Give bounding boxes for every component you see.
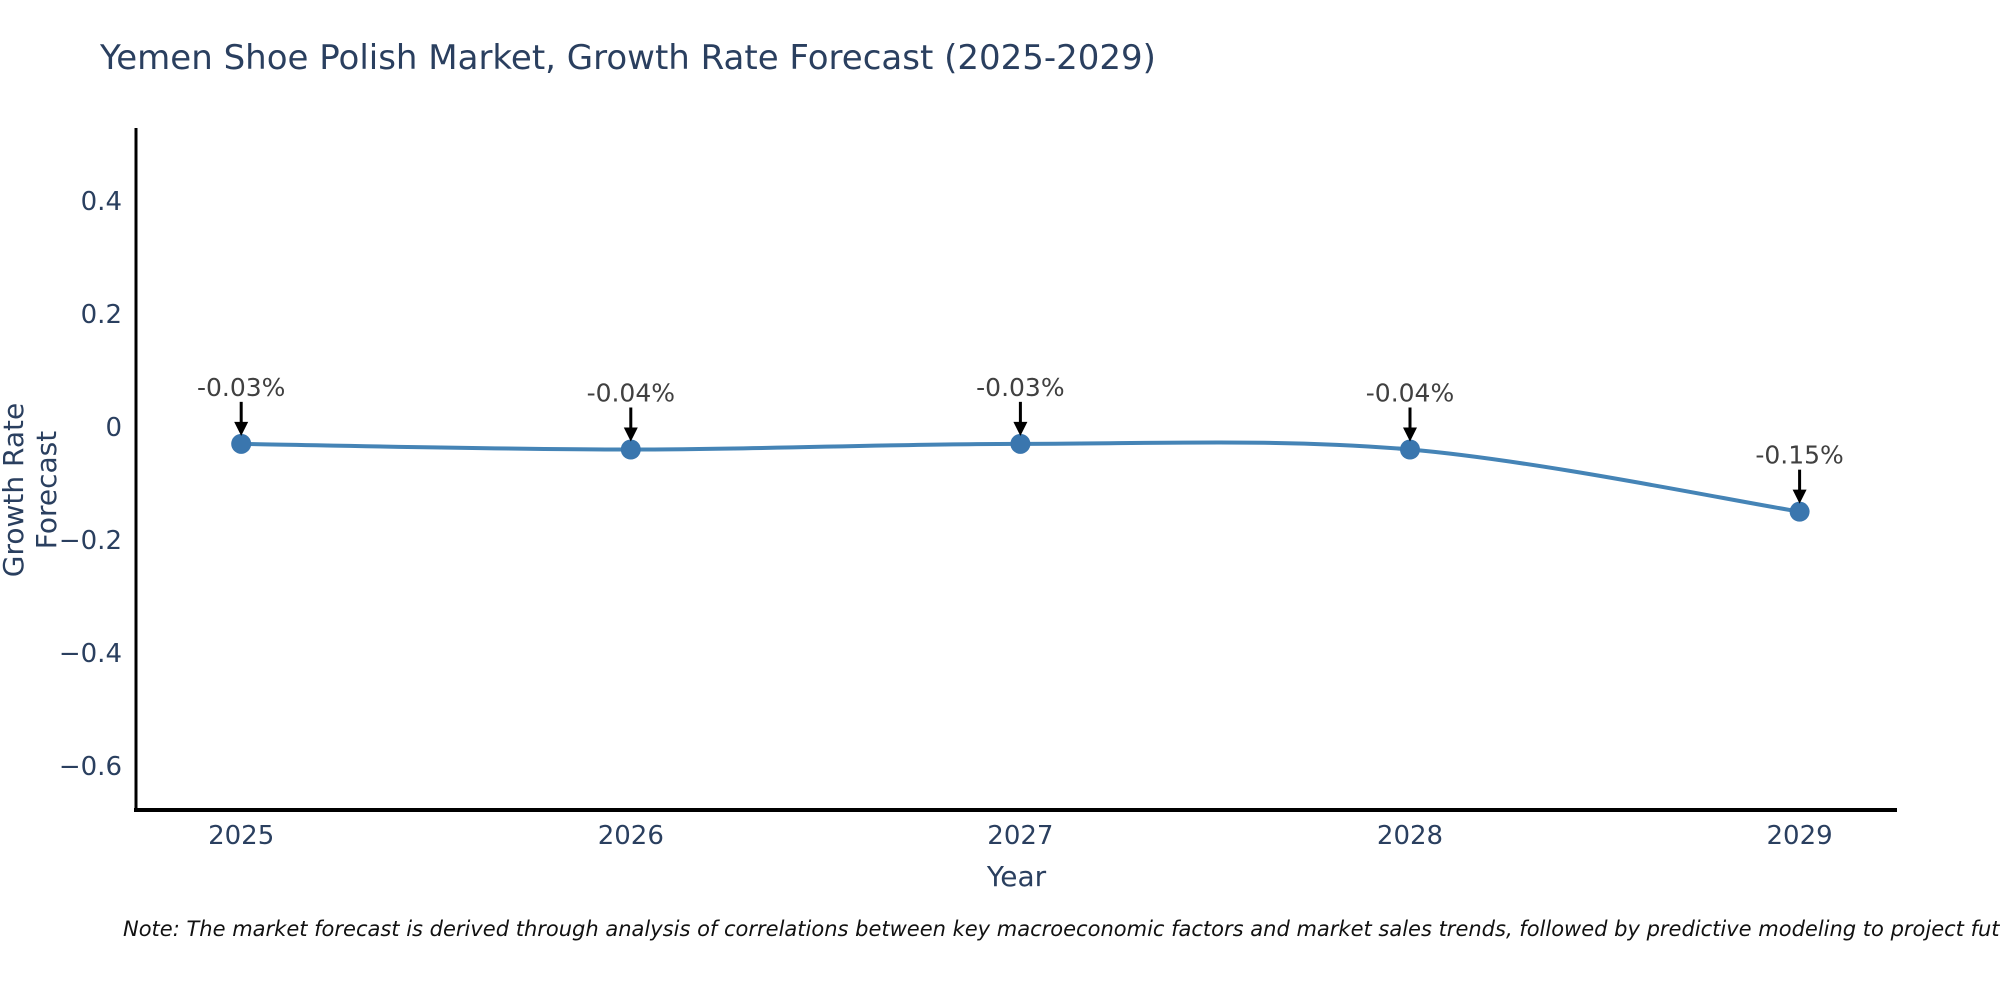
- data-point-label: -0.03%: [197, 373, 285, 402]
- x-tick-label: 2028: [1377, 821, 1443, 851]
- chart-footnote: Note: The market forecast is derived thr…: [123, 917, 2000, 941]
- y-tick-label: −0.6: [59, 752, 122, 782]
- data-point-marker: [1010, 433, 1031, 454]
- annotation-arrowhead-icon: [1013, 421, 1028, 436]
- data-point-marker: [620, 439, 641, 460]
- data-point-marker: [1399, 439, 1420, 460]
- data-point-label: -0.04%: [1366, 379, 1454, 408]
- x-axis-title: Year: [986, 860, 1047, 893]
- data-point-label: -0.03%: [976, 373, 1064, 402]
- x-tick-label: 2025: [208, 821, 274, 851]
- y-tick-label: 0: [105, 413, 122, 443]
- y-tick-label: −0.2: [59, 526, 122, 556]
- x-tick-label: 2027: [987, 821, 1053, 851]
- y-tick-label: 0.4: [81, 187, 122, 217]
- data-point-label: -0.04%: [587, 379, 675, 408]
- y-tick-label: 0.2: [81, 300, 122, 330]
- y-tick-label: −0.4: [59, 639, 122, 669]
- annotation-arrowhead-icon: [623, 427, 638, 442]
- y-axis-title: Growth Rate Forecast: [0, 402, 63, 578]
- x-tick-label: 2029: [1767, 821, 1833, 851]
- chart-title: Yemen Shoe Polish Market, Growth Rate Fo…: [100, 38, 1156, 78]
- annotation-arrowhead-icon: [234, 421, 249, 436]
- data-point-label: -0.15%: [1755, 441, 1843, 470]
- annotation-arrowhead-icon: [1792, 489, 1807, 504]
- annotation-arrowhead-icon: [1402, 427, 1417, 442]
- data-point-marker: [231, 433, 252, 454]
- data-point-marker: [1789, 501, 1810, 522]
- x-tick-label: 2026: [598, 821, 664, 851]
